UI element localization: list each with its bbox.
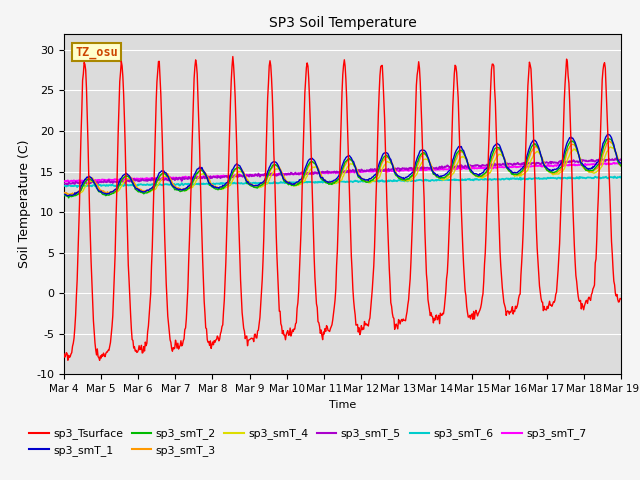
Y-axis label: Soil Temperature (C): Soil Temperature (C) [18,140,31,268]
Text: TZ_osu: TZ_osu [75,46,118,59]
X-axis label: Time: Time [329,400,356,409]
Title: SP3 Soil Temperature: SP3 Soil Temperature [269,16,416,30]
Legend: sp3_Tsurface, sp3_smT_1, sp3_smT_2, sp3_smT_3, sp3_smT_4, sp3_smT_5, sp3_smT_6, : sp3_Tsurface, sp3_smT_1, sp3_smT_2, sp3_… [25,424,591,460]
